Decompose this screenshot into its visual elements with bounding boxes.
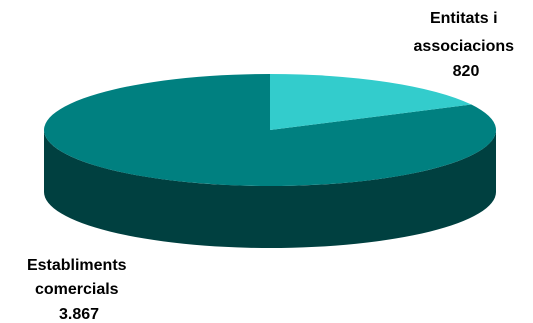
label-establiments-line-2: comercials [35,281,119,298]
label-entitats-value: 820 [453,63,480,80]
label-establiments-value: 3.867 [59,306,99,323]
label-entitats-associacions: Entitats i associacions 820 [414,10,519,80]
label-establiments-comercials: Establiments comercials 3.867 [27,257,131,323]
label-entitats-line-1: Entitats i [430,10,498,27]
slice-entitats-associacions [270,74,472,130]
label-entitats-line-2: associacions [414,38,515,55]
label-establiments-line-1: Establiments [27,257,127,274]
pie-side-wall [44,130,496,248]
